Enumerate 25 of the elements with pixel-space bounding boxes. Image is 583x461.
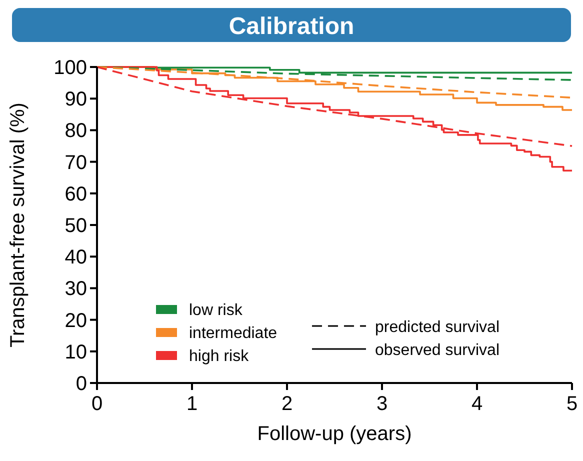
y-tick-label: 10 [64, 341, 87, 364]
y-tick-label: 50 [64, 215, 87, 237]
y-tick-label: 0 [76, 373, 87, 395]
legend-label: high risk [189, 348, 250, 365]
chart-title: Calibration [228, 13, 354, 40]
y-tick-label: 60 [64, 183, 87, 206]
y-tick-label: 100 [54, 57, 87, 79]
y-tick-label: 30 [64, 278, 87, 300]
x-tick-label: 3 [376, 393, 388, 415]
y-axis-title: Transplant-free survival (%) [7, 102, 29, 348]
x-tick-label: 4 [471, 393, 483, 415]
y-tick-label: 90 [64, 88, 87, 111]
x-tick-label: 2 [281, 393, 293, 415]
x-tick-label: 5 [566, 393, 578, 415]
y-tick-label: 80 [64, 120, 87, 142]
legend-label: low risk [189, 302, 244, 319]
y-tick-label: 70 [64, 152, 87, 174]
legend-label: intermediate [189, 325, 278, 342]
x-tick-label: 0 [91, 393, 103, 415]
x-axis-title: Follow-up (years) [257, 423, 412, 445]
y-tick-label: 20 [64, 310, 87, 332]
annotation: observed survival [375, 342, 500, 359]
y-tick-label: 40 [64, 246, 87, 269]
annotation: predicted survival [375, 319, 500, 336]
x-tick-label: 1 [186, 393, 198, 415]
